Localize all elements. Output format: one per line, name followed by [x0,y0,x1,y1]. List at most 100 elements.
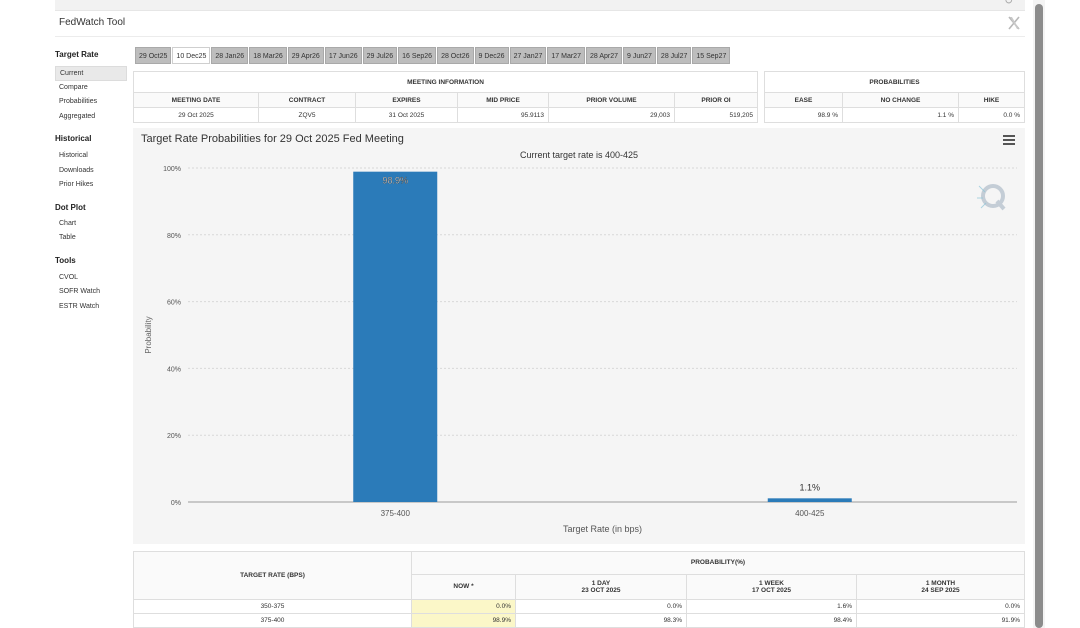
tab-meeting-date[interactable]: 28 Oct26 [437,47,474,64]
month-value: 91.9% [856,613,1025,628]
tab-meeting-date[interactable]: 15 Sep27 [692,47,731,64]
contract-value: ZQV5 [258,107,356,123]
tab-meeting-date[interactable]: 9 Jun27 [623,47,656,64]
prior-volume-value: 29,003 [548,107,675,123]
col-meeting-date: MEETING DATE [133,92,259,108]
col-1-month: 1 MONTH 24 SEP 2025 [856,573,1025,601]
tab-meeting-date[interactable]: 28 Apr27 [585,47,622,64]
tab-meeting-date[interactable]: 27 Jan27 [509,47,547,64]
table-row: 375-400 98.9% 98.3% 98.4% 91.9% [133,613,1025,628]
tab-meeting-date[interactable]: 17 Mar27 [547,47,585,64]
col-now: NOW * [411,573,516,601]
probability-history-table: TARGET RATE (BPS) PROBABILITY(%) NOW * 1… [133,551,1025,628]
x-tick-label: 375-400 [381,509,411,518]
sidebar-item-probabilities[interactable]: Probabilities [59,98,98,105]
chart-panel: Target Rate Probabilities for 29 Oct 202… [133,128,1025,544]
expires-value: 31 Oct 2025 [355,107,458,123]
data-label: 1.1% [799,482,820,492]
scrollbar-thumb[interactable] [1035,4,1043,628]
y-tick-label: 80% [167,233,181,240]
hike-value: 0.0 % [958,107,1025,123]
target-rate-header: TARGET RATE (BPS) [133,551,412,600]
x-social-icon[interactable] [1007,15,1021,31]
day-value: 0.0% [515,599,687,614]
sidebar-heading-historical: Historical [55,134,92,143]
tab-meeting-date[interactable]: 10 Dec25 [172,47,211,64]
col-mid-price: MID PRICE [457,92,549,108]
chart-menu-icon[interactable] [1003,135,1015,145]
app-title: FedWatch Tool [59,17,126,28]
sidebar-heading-target-rate: Target Rate [55,50,99,59]
col-hike: HIKE [958,92,1025,108]
sidebar: Target Rate Current Compare Probabilitie… [55,48,127,314]
sidebar-item-sofr-watch[interactable]: SOFR Watch [59,288,100,295]
col-no-change: NO CHANGE [842,92,959,108]
col-ease: EASE [764,92,843,108]
tab-meeting-date[interactable]: 18 Mar26 [249,47,287,64]
y-tick-label: 60% [167,300,181,307]
tab-meeting-date[interactable]: 17 Jun26 [324,47,362,64]
now-value: 0.0% [411,599,516,614]
col-1-day: 1 DAY 23 OCT 2025 [515,573,687,601]
tab-meeting-date[interactable]: 28 Jan26 [211,47,249,64]
rate-cell: 350-375 [133,599,412,614]
month-value: 0.0% [856,599,1025,614]
day-value: 98.3% [515,613,687,628]
sidebar-item-table[interactable]: Table [59,234,76,241]
no-change-value: 1.1 % [842,107,959,123]
sidebar-heading-tools: Tools [55,255,76,265]
sidebar-item-estr-watch[interactable]: ESTR Watch [59,302,100,310]
table-row: 350-375 0.0% 0.0% 1.6% 0.0% [133,599,1025,614]
y-tick-label: 40% [167,366,181,373]
tab-meeting-date[interactable]: 9 Dec26 [474,47,509,64]
tab-meeting-date[interactable]: 29 Apr26 [287,47,324,64]
mid-price-value: 95.9113 [457,107,549,123]
sidebar-item-cvol[interactable]: CVOL [59,273,79,281]
title-bar: FedWatch Tool [55,12,1025,37]
sidebar-item-aggregated[interactable]: Aggregated [59,112,96,120]
x-axis-title: Target Rate (in bps) [563,524,642,534]
data-label: 98.9% [382,176,408,186]
top-strip [55,0,1025,11]
col-contract: CONTRACT [258,92,356,108]
tab-meeting-date[interactable]: 29 Jul26 [362,47,398,64]
col-1-week: 1 WEEK 17 OCT 2025 [686,573,857,601]
week-value: 98.4% [686,613,857,628]
sidebar-item-prior-hikes[interactable]: Prior Hikes [59,181,94,188]
probability-header: PROBABILITY(%) [411,551,1025,575]
chart-subtitle: Current target rate is 400-425 [519,150,639,160]
refresh-icon[interactable]: ↻ [1004,0,1014,7]
x-tick-label: 400-425 [795,509,825,518]
col-expires: EXPIRES [355,92,458,108]
y-tick-label: 100% [163,166,181,173]
week-value: 1.6% [686,599,857,614]
now-value: 98.9% [411,613,516,628]
y-axis-title: Probability [144,316,153,353]
meeting-info-header: MEETING INFORMATION [133,71,758,93]
sidebar-item-historical[interactable]: Historical [59,152,88,159]
quikstrike-logo-icon [977,184,1006,211]
sidebar-item-current[interactable]: Current [55,66,127,81]
rate-cell: 375-400 [133,613,412,628]
prior-oi-value: 519,205 [674,107,758,123]
col-prior-oi: PRIOR OI [674,92,758,108]
bar-375-400 [353,171,438,502]
sidebar-item-compare[interactable]: Compare [59,83,88,91]
tab-meeting-date[interactable]: 16 Sep26 [398,47,437,64]
chart-title: Target Rate Probabilities for 29 Oct 202… [141,133,404,145]
tab-meeting-date[interactable]: 29 Oct25 [135,47,172,64]
col-prior-volume: PRIOR VOLUME [548,92,675,108]
tab-meeting-date[interactable]: 28 Jul27 [656,47,692,64]
meeting-date-tabs: 29 Oct25 10 Dec25 28 Jan26 18 Mar26 29 A… [135,47,731,64]
meeting-info-table: MEETING INFORMATION MEETING DATE CONTRAC… [133,71,758,123]
y-tick-label: 0% [171,500,181,507]
probabilities-header: PROBABILITIES [764,71,1025,93]
bar-400-425 [767,498,852,502]
sidebar-item-chart[interactable]: Chart [59,219,77,227]
page-scrollbar[interactable] [1033,0,1045,628]
probabilities-table: PROBABILITIES EASE NO CHANGE HIKE 98.9 %… [764,71,1025,123]
sidebar-item-downloads[interactable]: Downloads [59,166,94,174]
meeting-date-value: 29 Oct 2025 [133,107,259,123]
sidebar-heading-dot-plot: Dot Plot [55,202,86,212]
y-tick-label: 20% [167,433,181,440]
